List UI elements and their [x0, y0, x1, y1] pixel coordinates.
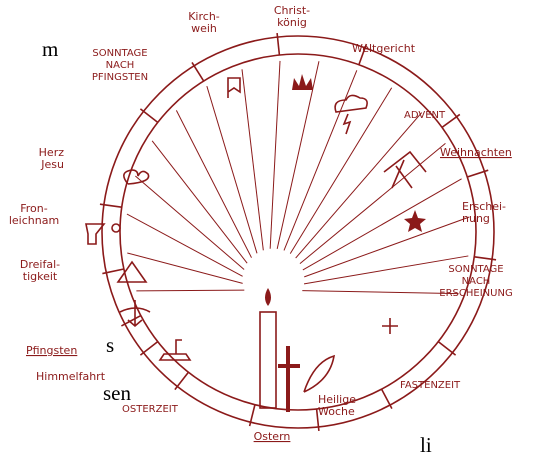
season-label: tigkeit — [23, 270, 58, 283]
season-label: Herz — [39, 146, 65, 159]
icons — [85, 74, 444, 412]
ray — [206, 85, 258, 254]
season-label: Dreifal- — [20, 258, 60, 271]
ring-divider — [358, 43, 368, 66]
ring-divider — [380, 388, 393, 409]
flag-icon — [227, 77, 241, 98]
ring-divider — [441, 113, 461, 129]
chalice-icon — [85, 223, 106, 245]
season-label: OSTERZEIT — [122, 404, 179, 415]
ray — [269, 60, 281, 249]
season-label: Heilige — [318, 393, 356, 406]
season-label: Weltgericht — [352, 42, 416, 55]
season-label: SONNTAGE — [92, 48, 147, 59]
ray — [126, 213, 243, 277]
season-label: NACH — [462, 276, 491, 287]
ray — [175, 110, 252, 258]
ray — [283, 70, 358, 251]
season-label: ADVENT — [404, 110, 446, 121]
manger-icon — [383, 150, 427, 189]
ray — [151, 140, 248, 264]
ring-divider — [174, 371, 190, 391]
season-label: Ostern — [254, 430, 291, 443]
ring-divider — [276, 33, 281, 56]
season-label: Weihnachten — [440, 146, 512, 159]
ring-divider — [315, 408, 320, 431]
ray — [302, 178, 462, 271]
text-fragment: sen — [103, 381, 131, 405]
year-ring — [99, 33, 497, 431]
season-label: Christ- — [274, 4, 310, 17]
host-icon — [111, 223, 121, 233]
season-label: Kirch- — [188, 10, 220, 23]
ray — [127, 252, 243, 284]
rays — [126, 60, 470, 295]
candle-icon — [259, 311, 277, 409]
ray — [289, 87, 393, 254]
ring-divider — [474, 255, 497, 261]
season-label: Pfingsten — [26, 344, 77, 357]
season-label: Fron- — [20, 202, 48, 215]
crown-icon — [292, 74, 313, 90]
ring-divider — [139, 340, 159, 356]
ray — [304, 216, 470, 278]
ray — [276, 61, 320, 249]
season-label: könig — [277, 16, 307, 29]
season-label: leichnam — [9, 214, 59, 227]
season-label: FASTENZEIT — [400, 380, 461, 391]
season-label: Jesu — [40, 158, 64, 171]
ray — [303, 255, 469, 285]
text-fragment: s — [106, 333, 114, 357]
flame-icon — [265, 288, 271, 306]
star-icon — [404, 196, 444, 232]
text-fragment: li — [420, 433, 432, 452]
ray — [241, 69, 264, 251]
ray — [302, 290, 459, 295]
ray — [299, 143, 446, 264]
palm-icon — [303, 354, 336, 393]
ring-divider — [102, 268, 125, 275]
season-label: PFINGSTEN — [92, 72, 148, 83]
ray — [135, 175, 245, 270]
ray — [295, 112, 423, 259]
ring-divider — [139, 108, 159, 124]
ring-divider — [248, 404, 256, 427]
small-cross-icon — [382, 318, 398, 334]
text-fragment: m — [42, 37, 58, 61]
dove-icon — [119, 300, 151, 328]
ring-divider — [467, 169, 489, 178]
outer-circle — [101, 35, 495, 429]
storm-icon — [334, 94, 368, 135]
season-label: Himmelfahrt — [36, 370, 106, 383]
ring-divider — [437, 340, 457, 356]
season-label: NACH — [106, 60, 135, 71]
ring-divider — [191, 61, 205, 82]
season-label: SONNTAGE — [448, 264, 503, 275]
season-label: Erschei- — [462, 200, 506, 213]
grave-icon — [158, 339, 192, 361]
season-label: nung — [462, 212, 490, 225]
season-label: weih — [191, 22, 217, 35]
triangle-icon — [116, 260, 148, 283]
heart-icon — [123, 169, 150, 185]
cross-icon — [278, 346, 300, 412]
season-label: Woche — [318, 405, 355, 418]
inner-circle — [119, 53, 477, 411]
ring-divider — [121, 314, 142, 327]
ray — [136, 289, 245, 292]
ring-divider — [99, 203, 122, 209]
season-label: ERSCHEINUNG — [439, 288, 512, 299]
